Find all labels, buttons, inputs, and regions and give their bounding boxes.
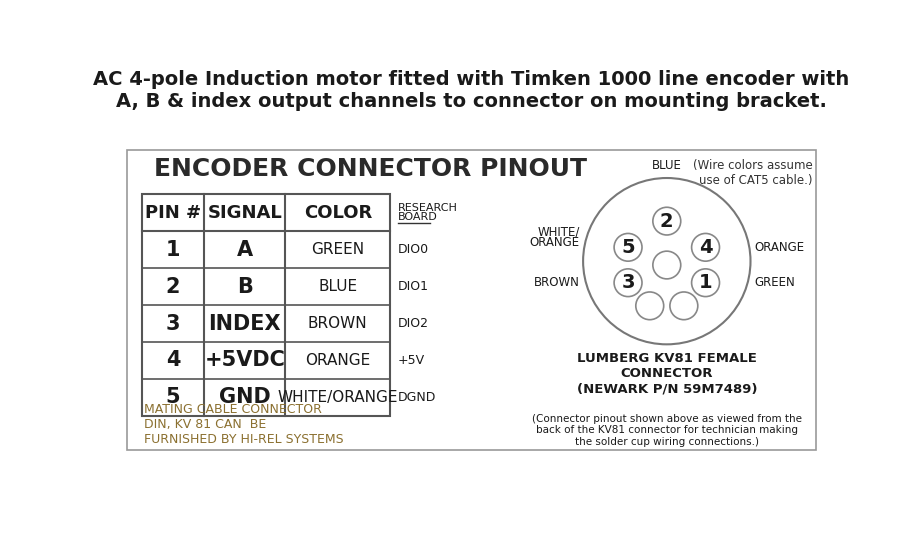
Text: SIGNAL: SIGNAL	[207, 204, 282, 222]
Text: B: B	[236, 276, 253, 296]
Text: 3: 3	[165, 314, 180, 333]
Text: ORANGE: ORANGE	[754, 241, 803, 254]
Text: BLUE: BLUE	[652, 159, 681, 172]
Circle shape	[614, 233, 641, 261]
Text: DIO0: DIO0	[397, 243, 428, 256]
Text: COLOR: COLOR	[303, 204, 371, 222]
Text: MATING CABLE CONNECTOR
DIN, KV 81 CAN  BE
FURNISHED BY HI-REL SYSTEMS: MATING CABLE CONNECTOR DIN, KV 81 CAN BE…	[144, 403, 344, 446]
Text: WHITE/: WHITE/	[537, 225, 579, 238]
Circle shape	[583, 178, 750, 345]
Text: 4: 4	[698, 238, 711, 257]
Text: 1: 1	[698, 273, 711, 292]
Text: GREEN: GREEN	[754, 276, 794, 289]
Text: 4: 4	[165, 351, 180, 371]
Circle shape	[635, 292, 663, 320]
Text: ENCODER CONNECTOR PINOUT: ENCODER CONNECTOR PINOUT	[154, 157, 586, 181]
Circle shape	[691, 233, 719, 261]
Text: +5VDC: +5VDC	[204, 351, 285, 371]
Text: AC 4-pole Induction motor fitted with Timken 1000 line encoder with
A, B & index: AC 4-pole Induction motor fitted with Ti…	[93, 70, 849, 111]
Text: INDEX: INDEX	[209, 314, 281, 333]
Text: LUMBERG KV81 FEMALE
CONNECTOR
(NEWARK P/N 59M7489): LUMBERG KV81 FEMALE CONNECTOR (NEWARK P/…	[576, 352, 756, 395]
Text: BOARD: BOARD	[397, 212, 437, 222]
Circle shape	[652, 251, 680, 279]
Text: DIO2: DIO2	[397, 317, 428, 330]
Circle shape	[652, 207, 680, 235]
Text: PIN #: PIN #	[145, 204, 201, 222]
Circle shape	[614, 269, 641, 296]
Text: 5: 5	[165, 388, 180, 408]
Text: RESEARCH: RESEARCH	[397, 203, 458, 213]
Text: 3: 3	[620, 273, 634, 292]
Circle shape	[691, 269, 719, 296]
Bar	[142, 194, 390, 416]
Text: (Connector pinout shown above as viewed from the
back of the KV81 connector for : (Connector pinout shown above as viewed …	[531, 414, 801, 447]
Text: DIO1: DIO1	[397, 280, 428, 293]
Text: GREEN: GREEN	[311, 242, 364, 257]
Text: 5: 5	[620, 238, 634, 257]
Text: (Wire colors assume
use of CAT5 cable.): (Wire colors assume use of CAT5 cable.)	[692, 159, 811, 187]
Bar	[127, 149, 815, 450]
Text: 2: 2	[659, 212, 673, 231]
Text: BROWN: BROWN	[308, 316, 368, 331]
Text: +5V: +5V	[397, 354, 425, 367]
Text: GND: GND	[219, 388, 270, 408]
Text: 2: 2	[165, 276, 180, 296]
Text: A: A	[236, 239, 253, 259]
Text: DGND: DGND	[397, 391, 436, 404]
Text: BLUE: BLUE	[318, 279, 357, 294]
Text: 1: 1	[165, 239, 180, 259]
Text: WHITE/ORANGE: WHITE/ORANGE	[278, 390, 398, 405]
Text: BROWN: BROWN	[534, 276, 579, 289]
Circle shape	[669, 292, 697, 320]
Text: ORANGE: ORANGE	[529, 236, 579, 249]
Text: ORANGE: ORANGE	[305, 353, 370, 368]
